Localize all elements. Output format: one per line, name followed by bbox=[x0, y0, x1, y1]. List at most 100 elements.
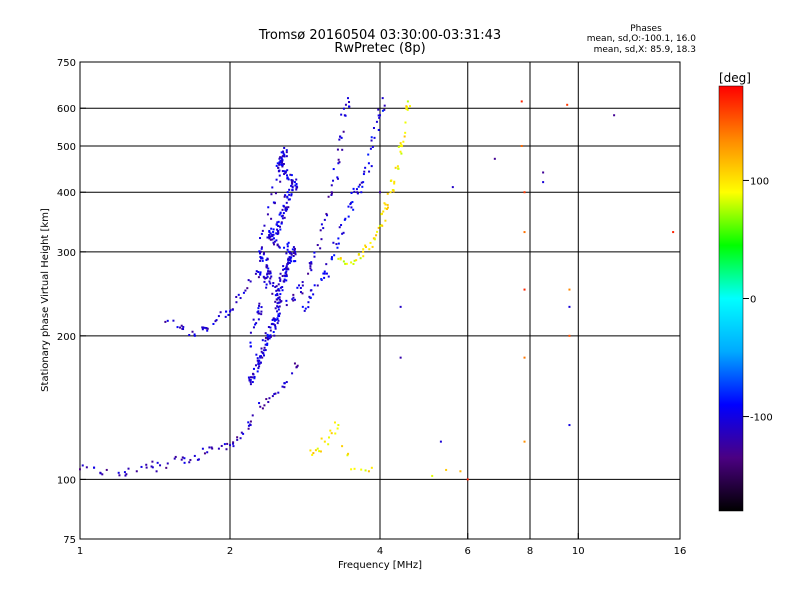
data-point bbox=[290, 193, 293, 196]
data-point bbox=[196, 458, 199, 461]
colorbar-label: [deg] bbox=[719, 71, 751, 85]
data-point bbox=[260, 306, 263, 309]
data-point bbox=[276, 228, 279, 231]
data-point bbox=[277, 283, 280, 286]
data-point bbox=[289, 257, 292, 260]
data-point bbox=[145, 466, 148, 469]
data-point bbox=[206, 327, 209, 330]
data-point bbox=[293, 362, 296, 365]
data-point bbox=[258, 302, 261, 305]
data-point bbox=[180, 324, 183, 327]
data-point bbox=[239, 297, 242, 300]
data-point bbox=[254, 272, 257, 275]
data-point bbox=[264, 339, 267, 342]
data-point bbox=[273, 318, 276, 321]
data-point bbox=[203, 452, 206, 455]
data-point bbox=[376, 230, 379, 233]
data-point bbox=[291, 182, 294, 185]
data-point bbox=[189, 458, 192, 461]
data-point bbox=[281, 217, 284, 220]
data-point bbox=[344, 103, 347, 106]
data-point bbox=[288, 193, 291, 196]
data-point bbox=[276, 298, 279, 301]
data-point bbox=[283, 155, 286, 158]
data-point bbox=[269, 238, 272, 241]
data-point bbox=[235, 301, 238, 304]
data-point bbox=[263, 404, 266, 407]
data-point bbox=[383, 202, 386, 205]
data-point bbox=[403, 135, 406, 138]
data-point bbox=[375, 234, 378, 237]
colorbar-tick-label: 0 bbox=[750, 295, 756, 306]
data-point bbox=[459, 470, 462, 473]
data-point bbox=[384, 207, 387, 210]
data-point bbox=[180, 458, 183, 461]
data-point bbox=[287, 250, 290, 253]
data-point bbox=[390, 179, 393, 182]
data-point bbox=[296, 364, 299, 367]
data-point bbox=[370, 136, 373, 139]
data-point bbox=[268, 280, 271, 283]
data-point bbox=[384, 203, 387, 206]
data-point bbox=[342, 130, 345, 133]
data-point bbox=[281, 155, 284, 158]
data-point bbox=[284, 209, 287, 212]
data-point bbox=[386, 208, 389, 211]
data-point bbox=[322, 272, 325, 275]
data-point bbox=[259, 250, 262, 253]
data-point bbox=[325, 263, 328, 266]
data-point bbox=[271, 284, 274, 287]
data-point bbox=[291, 181, 294, 184]
data-point bbox=[346, 454, 349, 457]
data-point bbox=[283, 195, 286, 198]
colorbar-tick-label: 100 bbox=[750, 176, 769, 187]
data-point bbox=[364, 244, 367, 247]
data-point bbox=[364, 469, 367, 472]
data-point bbox=[268, 234, 271, 237]
data-point bbox=[226, 442, 229, 445]
data-point bbox=[81, 464, 84, 467]
data-point bbox=[330, 256, 333, 259]
data-point bbox=[280, 163, 283, 166]
data-point bbox=[266, 273, 269, 276]
data-point bbox=[274, 192, 277, 195]
data-point bbox=[262, 253, 265, 256]
data-point bbox=[397, 167, 400, 170]
data-point bbox=[280, 151, 283, 154]
data-point bbox=[258, 362, 261, 365]
data-point bbox=[276, 318, 279, 321]
data-point bbox=[271, 233, 274, 236]
data-point bbox=[371, 145, 374, 148]
data-point bbox=[520, 144, 523, 147]
data-point bbox=[269, 329, 272, 332]
data-point bbox=[340, 136, 343, 139]
data-point bbox=[356, 191, 359, 194]
data-point bbox=[278, 298, 281, 301]
data-point bbox=[266, 343, 269, 346]
data-point bbox=[255, 322, 258, 325]
data-point bbox=[285, 206, 288, 209]
data-point bbox=[330, 258, 333, 261]
data-point bbox=[278, 163, 281, 166]
data-point bbox=[261, 356, 264, 359]
data-point bbox=[277, 245, 280, 248]
data-point bbox=[229, 444, 231, 447]
data-point bbox=[309, 449, 312, 452]
data-point bbox=[384, 219, 387, 222]
data-point bbox=[338, 161, 341, 164]
data-point bbox=[274, 324, 277, 327]
data-point bbox=[313, 251, 316, 254]
data-point bbox=[264, 336, 267, 339]
data-point bbox=[208, 446, 211, 449]
data-point bbox=[276, 302, 279, 305]
data-point bbox=[284, 170, 287, 173]
data-point bbox=[257, 361, 260, 364]
data-point bbox=[406, 100, 409, 103]
data-point bbox=[269, 326, 272, 329]
chart-title: Tromsø 20160504 03:30:00-03:31:43 bbox=[258, 28, 501, 43]
data-point bbox=[272, 230, 275, 233]
data-point bbox=[406, 108, 409, 111]
data-point bbox=[276, 162, 279, 165]
data-point bbox=[275, 223, 278, 226]
data-point bbox=[275, 289, 278, 292]
